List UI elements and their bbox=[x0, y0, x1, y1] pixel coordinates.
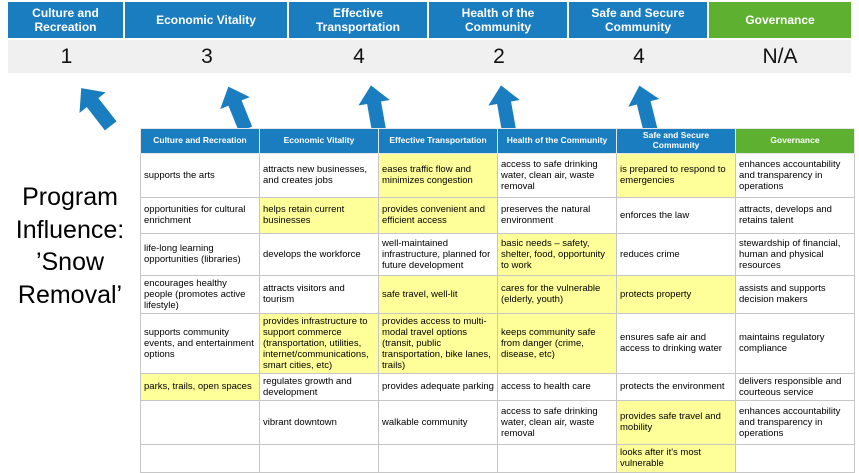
matrix-cell bbox=[140, 399, 260, 445]
matrix-cell: walkable community bbox=[378, 399, 498, 445]
scoreboard-header-culture-and-recreation: Culture and Recreation bbox=[8, 2, 123, 38]
matrix-cell: attracts new businesses, and creates job… bbox=[259, 152, 379, 198]
matrix-column-header: Economic Vitality bbox=[259, 128, 379, 154]
table-row: supports the arts attracts new businesses… bbox=[140, 152, 855, 198]
table-row: parks, trails, open spaces regulates grow… bbox=[140, 372, 855, 401]
matrix-cell: supports the arts bbox=[140, 152, 260, 198]
page-title-line: Removal’ bbox=[17, 280, 123, 309]
matrix-cell: delivers responsible and courteous servi… bbox=[735, 372, 855, 401]
matrix-body: supports the arts attracts new businesses… bbox=[140, 152, 855, 473]
matrix-cell-highlighted: basic needs – safety, shelter, food, opp… bbox=[497, 232, 617, 276]
matrix-cell-highlighted: cares for the vulnerable (elderly, youth… bbox=[497, 274, 617, 314]
matrix-cell: protects the environment bbox=[616, 372, 736, 401]
matrix-cell-highlighted: keeps community safe from danger (crime,… bbox=[497, 312, 617, 374]
score-governance: N/A bbox=[762, 44, 798, 68]
matrix-cell: well-maintained infrastructure, planned … bbox=[378, 232, 498, 276]
matrix-cell: access to health care bbox=[497, 372, 617, 401]
matrix-cell: access to safe drinking water, clean air… bbox=[497, 399, 617, 445]
page-title: Program Influence: ’Snow Removal’ bbox=[0, 181, 140, 311]
table-row: life-long learning opportunities (librar… bbox=[140, 232, 855, 276]
matrix-cell-highlighted: parks, trails, open spaces bbox=[140, 372, 260, 401]
matrix-header-row: Culture and Recreation Economic Vitality E… bbox=[140, 128, 855, 154]
matrix-column-header: Safe and Secure Community bbox=[616, 128, 736, 154]
matrix-cell-highlighted: provides convenient and efficient access bbox=[378, 196, 498, 234]
matrix-cell-highlighted: provides access to multi-modal travel op… bbox=[378, 312, 498, 374]
arrow-up-icon bbox=[488, 85, 520, 132]
scoreboard-header-economic-vitality: Economic Vitality bbox=[125, 2, 287, 38]
matrix-cell-highlighted: is prepared to respond to emergencies bbox=[616, 152, 736, 198]
score-row: 1 3 4 2 4 N/A bbox=[8, 40, 851, 73]
matrix-cell bbox=[378, 443, 498, 473]
matrix-cell: life-long learning opportunities (librar… bbox=[140, 232, 260, 276]
scoreboard-header-effective-transportation: Effective Transportation bbox=[289, 2, 427, 38]
influence-matrix: Culture and Recreation Economic Vitality E… bbox=[140, 128, 855, 473]
matrix-cell: encourages healthy people (promotes acti… bbox=[140, 274, 260, 314]
matrix-cell-highlighted: provides infrastructure to support comme… bbox=[259, 312, 379, 374]
arrow-up-icon bbox=[220, 86, 253, 132]
matrix-cell bbox=[735, 443, 855, 473]
matrix-cell: regulates growth and development bbox=[259, 372, 379, 401]
matrix-cell bbox=[497, 443, 617, 473]
matrix-cell: enhances accountability and transparency… bbox=[735, 399, 855, 445]
page-title-line: Program bbox=[22, 183, 118, 211]
matrix-column-header: Effective Transportation bbox=[378, 128, 498, 154]
scoreboard-header-health-of-the-community: Health of the Community bbox=[429, 2, 567, 38]
table-row: encourages healthy people (promotes acti… bbox=[140, 274, 855, 314]
matrix-cell: enhances accountability and transparency… bbox=[735, 152, 855, 198]
matrix-cell: vibrant downtown bbox=[259, 399, 379, 445]
matrix-cell: opportunities for cultural enrichment bbox=[140, 196, 260, 234]
matrix-column-header: Governance bbox=[735, 128, 855, 154]
arrow-up-icon bbox=[628, 85, 660, 133]
score-economic-vitality: 3 bbox=[201, 44, 213, 68]
matrix-cell-highlighted: safe travel, well-lit bbox=[378, 274, 498, 314]
scoreboard-header: Culture and Recreation Economic Vitality… bbox=[8, 2, 851, 38]
matrix-cell: assists and supports decision makers bbox=[735, 274, 855, 314]
matrix-cell: stewardship of financial, human and phys… bbox=[735, 232, 855, 276]
matrix-cell bbox=[140, 443, 260, 473]
matrix-cell: attracts, develops and retains talent bbox=[735, 196, 855, 234]
matrix-cell: provides adequate parking bbox=[378, 372, 498, 401]
matrix-cell: attracts visitors and tourism bbox=[259, 274, 379, 314]
scoreboard-header-governance: Governance bbox=[709, 2, 851, 38]
matrix-cell: ensures safe air and access to drinking … bbox=[616, 312, 736, 374]
matrix-cell bbox=[259, 443, 379, 473]
matrix-cell: supports community events, and entertain… bbox=[140, 312, 260, 374]
score-health-of-the-community: 2 bbox=[493, 44, 505, 68]
table-row: supports community events, and entertain… bbox=[140, 312, 855, 374]
arrow-up-icon bbox=[358, 85, 390, 132]
matrix-cell: develops the workforce bbox=[259, 232, 379, 276]
matrix-column-header: Health of the Community bbox=[497, 128, 617, 154]
arrow-up-icon bbox=[79, 88, 117, 131]
matrix-cell: enforces the law bbox=[616, 196, 736, 234]
matrix-cell-highlighted: eases traffic flow and minimizes congest… bbox=[378, 152, 498, 198]
score-effective-transportation: 4 bbox=[353, 44, 365, 68]
page-title-line: Influence: bbox=[15, 215, 125, 244]
table-row: vibrant downtown walkable community access… bbox=[140, 399, 855, 445]
matrix-cell: maintains regulatory compliance bbox=[735, 312, 855, 374]
matrix-cell-highlighted: protects property bbox=[616, 274, 736, 314]
matrix-cell: reduces crime bbox=[616, 232, 736, 276]
matrix-cell-highlighted: provides safe travel and mobility bbox=[616, 399, 736, 445]
table-row: looks after it's most vulnerable bbox=[140, 443, 855, 473]
matrix-cell: access to safe drinking water, clean air… bbox=[497, 152, 617, 198]
matrix-cell-highlighted: helps retain current businesses bbox=[259, 196, 379, 234]
scoreboard-header-safe-and-secure-community: Safe and Secure Community bbox=[569, 2, 707, 38]
table-row: opportunities for cultural enrichment hel… bbox=[140, 196, 855, 234]
page-title-line: ’Snow bbox=[35, 248, 105, 276]
matrix-column-header: Culture and Recreation bbox=[140, 128, 260, 154]
matrix-cell: preserves the natural environment bbox=[497, 196, 617, 234]
score-safe-and-secure-community: 4 bbox=[633, 44, 645, 68]
score-culture-and-recreation: 1 bbox=[60, 44, 73, 68]
matrix-cell-highlighted: looks after it's most vulnerable bbox=[616, 443, 736, 473]
matrix-head: Culture and Recreation Economic Vitality E… bbox=[140, 128, 855, 154]
